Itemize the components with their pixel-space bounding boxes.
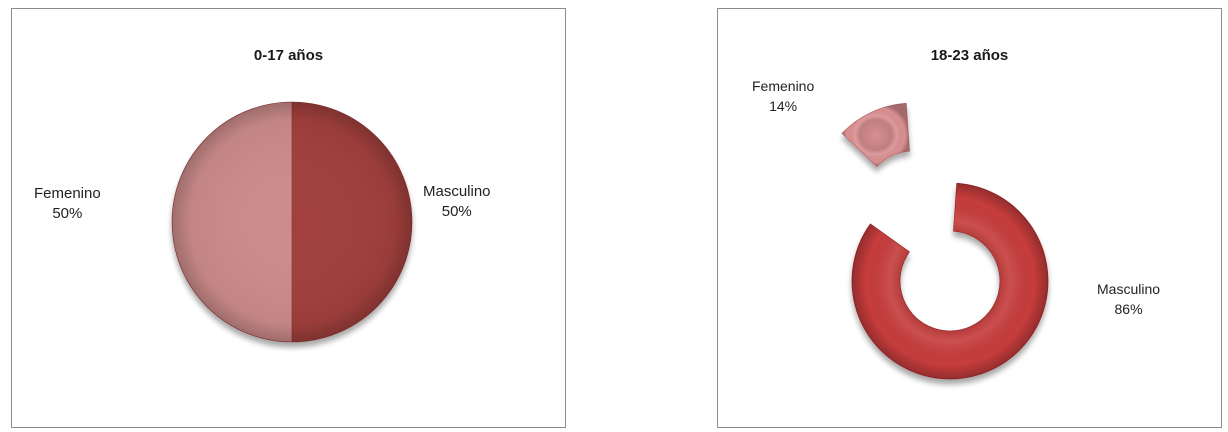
- chart-0-17: 0-17 años Masculino 50% Femenino 50%: [11, 8, 566, 428]
- pie-shading: [172, 102, 412, 342]
- data-label-masculino: Masculino 50%: [423, 183, 491, 220]
- data-label-femenino: Femenino 14%: [752, 78, 815, 114]
- chart-title: 0-17 años: [253, 47, 324, 64]
- doughnut-plot: [841, 102, 1049, 380]
- pie-plot: [171, 101, 413, 343]
- doughnut-slice-shading: [852, 183, 1048, 379]
- doughnut-slice-shading: [842, 103, 910, 167]
- data-label-femenino: Femenino 50%: [34, 185, 101, 222]
- chart-title: 18-23 años: [930, 47, 1009, 64]
- chart-18-23: 18-23 años Masculino 86% Femenino 14%: [717, 8, 1222, 428]
- data-label-masculino: Masculino 86%: [1097, 281, 1161, 317]
